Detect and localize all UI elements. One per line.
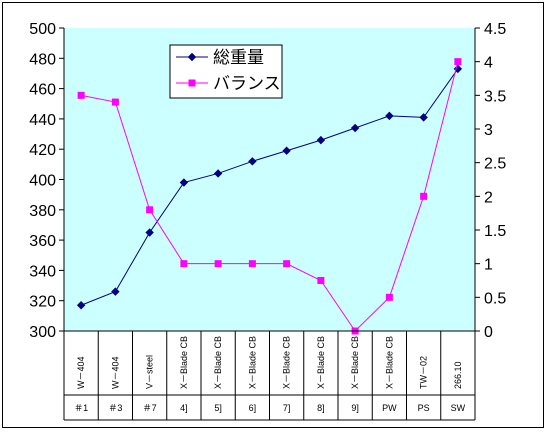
- left-tick-label: 460: [29, 82, 56, 99]
- data-point-marker: [77, 91, 85, 99]
- left-tick-label: 500: [29, 21, 56, 38]
- category-label: X－Blade CB: [282, 336, 292, 389]
- category-area: W－404 W－404 V－steel X－Blade CB X－Blade CB X－B…: [74, 336, 466, 413]
- data-point-marker: [282, 146, 291, 155]
- data-point-marker: [454, 58, 462, 66]
- category-label: X－Blade CB: [350, 336, 360, 389]
- data-point-marker: [385, 293, 393, 301]
- category-label: 266.10: [453, 361, 463, 389]
- data-point-marker: [145, 228, 154, 237]
- left-tick-label: 300: [29, 324, 56, 341]
- left-tick-label: 440: [29, 112, 56, 129]
- legend-entry-label: バランス: [213, 74, 281, 93]
- data-point-marker: [213, 169, 223, 178]
- data-point-marker: [419, 113, 428, 122]
- left-tick-label: 400: [29, 173, 56, 190]
- group-label: PS: [418, 403, 430, 413]
- axes: [63, 28, 476, 421]
- left-axis-ticks: 300 320 340 360 380 400 420 440 460 480 500: [29, 21, 64, 341]
- right-tick-label: 4: [484, 55, 493, 72]
- data-point-marker: [76, 301, 86, 310]
- series-line: [80, 68, 459, 306]
- legend-entry-label: 総重量: [213, 48, 264, 67]
- right-tick-label: 3: [484, 122, 493, 139]
- data-point-marker: [111, 287, 120, 296]
- left-tick-label: 380: [29, 203, 56, 220]
- data-point-marker: [316, 135, 326, 145]
- group-label: SW: [451, 403, 466, 413]
- category-label: W－404: [76, 356, 86, 389]
- right-tick-label: 2.5: [484, 156, 506, 173]
- group-label: 9]: [351, 403, 359, 413]
- legend-box: [169, 44, 283, 99]
- right-tick-label: 1: [484, 257, 493, 274]
- right-tick-label: 1.5: [484, 223, 506, 240]
- group-label: 4]: [180, 403, 188, 413]
- group-label: 5]: [214, 403, 222, 413]
- data-point-marker: [214, 260, 222, 268]
- category-label: X－Blade CB: [213, 336, 223, 389]
- left-tick-label: 420: [29, 142, 56, 159]
- category-label: X－Blade CB: [179, 336, 189, 389]
- right-tick-label: 0.5: [484, 290, 506, 307]
- data-point-marker: [420, 192, 428, 200]
- category-label: V－steel: [145, 355, 155, 389]
- data-point-marker: [248, 260, 256, 268]
- category-label: X－Blade CB: [384, 336, 394, 389]
- data-point-marker: [283, 260, 291, 268]
- left-tick-label: 320: [29, 294, 56, 311]
- right-tick-label: 3.5: [484, 88, 506, 105]
- right-tick-label: 2: [484, 189, 493, 206]
- group-label: PW: [382, 403, 397, 413]
- group-label: ＃7: [143, 403, 157, 413]
- data-point-marker: [385, 111, 394, 121]
- right-axis-ticks: 0 0.5 1 1.5 2 2.5 3 3.5 4 4.5: [475, 21, 506, 341]
- data-point-marker: [146, 206, 154, 214]
- group-label: 7]: [283, 403, 291, 413]
- legend-swatch-marker: [188, 79, 196, 87]
- data-point-marker: [111, 98, 119, 106]
- left-tick-label: 360: [29, 233, 56, 250]
- group-label: 6]: [249, 403, 257, 413]
- group-label: 8]: [317, 403, 325, 413]
- data-point-marker: [248, 157, 257, 166]
- category-label: W－404: [110, 356, 120, 389]
- group-label: ＃1: [74, 403, 88, 413]
- series-line: [81, 61, 459, 332]
- series-area: [76, 58, 463, 335]
- right-tick-label: 0: [484, 324, 493, 341]
- left-tick-label: 480: [29, 51, 56, 68]
- right-tick-label: 4.5: [484, 21, 506, 38]
- category-label: TW－02: [419, 356, 429, 389]
- data-point-marker: [179, 178, 189, 187]
- data-point-marker: [317, 277, 325, 284]
- category-label: X－Blade CB: [316, 336, 326, 389]
- data-point-marker: [350, 123, 360, 133]
- category-label: X－Blade CB: [247, 336, 257, 389]
- left-tick-label: 340: [29, 263, 56, 280]
- legend-swatch-marker: [187, 52, 197, 62]
- group-label: ＃3: [108, 403, 122, 413]
- data-point-marker: [180, 260, 188, 268]
